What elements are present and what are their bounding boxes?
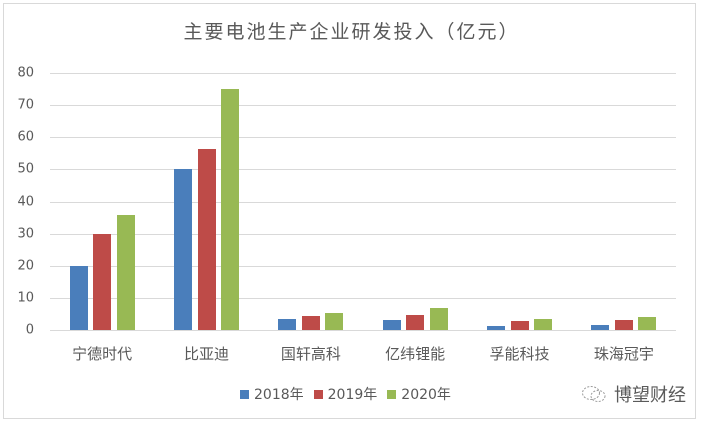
legend-label-2020: 2020年	[401, 387, 451, 403]
y-tick-label: 0	[25, 322, 34, 338]
chart-frame	[3, 3, 696, 419]
x-tick-label: 国轩高科	[280, 345, 341, 363]
gridline	[50, 201, 676, 203]
y-tick-label: 70	[17, 97, 34, 113]
plot-area	[50, 73, 676, 331]
gridline	[50, 105, 676, 107]
legend-label-2019: 2019年	[327, 387, 378, 403]
y-tick-label: 20	[17, 258, 34, 274]
gridline	[50, 233, 676, 235]
watermark: 博望财经	[580, 381, 686, 407]
y-tick-label: 40	[17, 194, 34, 209]
watermark-text: 博望财经	[614, 385, 686, 406]
gridline	[50, 73, 676, 74]
bar-2020年	[221, 89, 239, 330]
legend-item-2018: 2018年	[240, 384, 304, 404]
bar-2019年	[197, 149, 216, 330]
bar-2018年	[278, 318, 297, 330]
legend: 2018年 2019年 2020年	[240, 384, 461, 404]
legend-label-2018: 2018年	[254, 387, 304, 403]
bar-2020年	[429, 307, 448, 330]
chart-title: 主要电池生产企业研发投入（亿元）	[183, 21, 520, 43]
bar-2020年	[325, 313, 344, 330]
wechat-icon	[582, 386, 606, 402]
bar-2020年	[116, 215, 135, 330]
legend-item-2020: 2020年	[387, 384, 451, 404]
bar-2019年	[510, 321, 529, 330]
legend-swatch-2018	[240, 389, 249, 399]
y-tick-label: 30	[17, 226, 34, 242]
bar-2019年	[93, 233, 112, 330]
x-tick-label: 亿纬锂能	[385, 345, 446, 363]
legend-item-2019: 2019年	[313, 384, 378, 404]
x-tick-label: 比亚迪	[183, 345, 230, 363]
bar-2019年	[301, 315, 320, 330]
legend-swatch-2020	[387, 389, 397, 399]
y-tick-label: 10	[17, 290, 34, 306]
bar-2020年	[534, 319, 552, 330]
bar-2018年	[174, 169, 192, 330]
bar-2018年	[382, 320, 401, 330]
bar-2018年	[69, 265, 88, 330]
gridline	[50, 169, 676, 171]
bar-2020年	[638, 317, 657, 330]
gridline	[50, 137, 676, 139]
gridline	[50, 297, 676, 299]
bar-2018年	[591, 324, 610, 330]
bar-2019年	[406, 314, 425, 330]
y-tick-label: 60	[17, 129, 34, 145]
gridline	[50, 265, 676, 267]
x-tick-label: 孚能科技	[489, 345, 550, 363]
gridline	[50, 330, 676, 331]
y-tick-label: 50	[17, 161, 34, 177]
x-tick-label: 宁德时代	[72, 345, 133, 363]
bar-2019年	[614, 319, 633, 330]
y-tick-label: 80	[17, 65, 34, 81]
bar-2018年	[487, 326, 505, 330]
legend-swatch-2019	[313, 389, 323, 399]
x-tick-label: 珠海冠宇	[593, 345, 654, 363]
